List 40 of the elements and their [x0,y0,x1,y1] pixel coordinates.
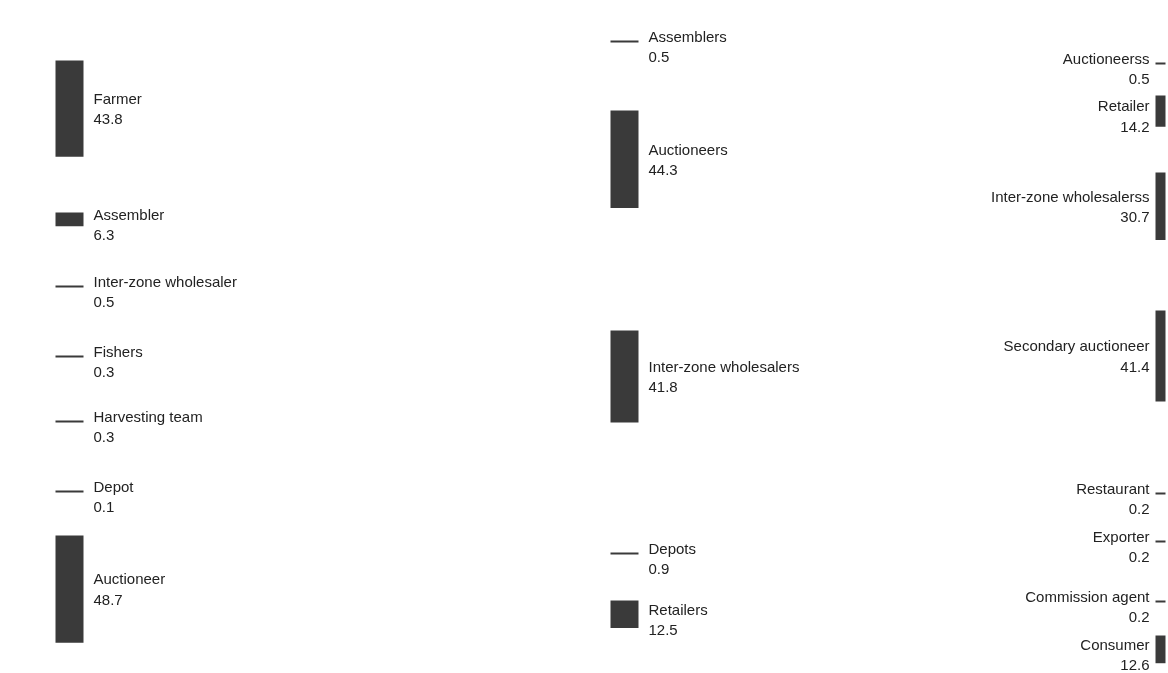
category-label: Retailer [1097,97,1150,115]
category-label: Fishers [93,342,143,360]
category-label: Exporter [1092,527,1150,545]
data-label: 0.2 [1128,500,1150,518]
category-label: Retailers [648,600,708,618]
data-label: 0.1 [93,498,115,516]
data-label: 6.3 [93,226,115,244]
category-label: Depot [93,477,135,495]
category-label: Inter-zone wholesaler [93,272,237,290]
category-label: Depots [648,539,697,557]
data-label: 0.5 [93,293,115,311]
data-label: 41.8 [648,378,678,396]
category-label: Inter-zone wholesalers [648,357,800,375]
category-label: Auctioneers [648,140,728,158]
data-label: 0.9 [648,560,670,578]
category-label: Auctioneer [93,570,166,588]
category-label: Consumer [1080,635,1150,653]
category-label: Assembler [93,205,165,223]
data-label: 0.2 [1128,548,1150,566]
data-label: 12.6 [1120,656,1150,673]
data-label: 41.4 [1120,357,1150,375]
data-label: 14.2 [1120,117,1150,135]
category-label: Farmer [93,89,142,107]
data-label: 0.5 [1128,70,1150,88]
data-label: 43.8 [93,110,123,128]
category-label: Auctioneerss [1062,49,1150,67]
data-label: 0.3 [93,363,115,381]
data-label: 0.2 [1128,608,1150,626]
data-label: 44.3 [648,160,678,178]
category-label: Restaurant [1076,479,1151,497]
category-label: Secondary auctioneer [1003,337,1150,355]
data-label: 12.5 [648,620,678,638]
data-label: 48.7 [93,590,123,608]
category-label: Commission agent [1025,587,1151,605]
category-label: Harvesting team [93,407,203,425]
category-label: Inter-zone wholesalerss [991,187,1150,205]
category-label: Assemblers [648,27,727,45]
data-label: 0.5 [648,48,670,66]
data-label: 0.3 [93,428,115,446]
data-label: 30.7 [1120,207,1150,225]
